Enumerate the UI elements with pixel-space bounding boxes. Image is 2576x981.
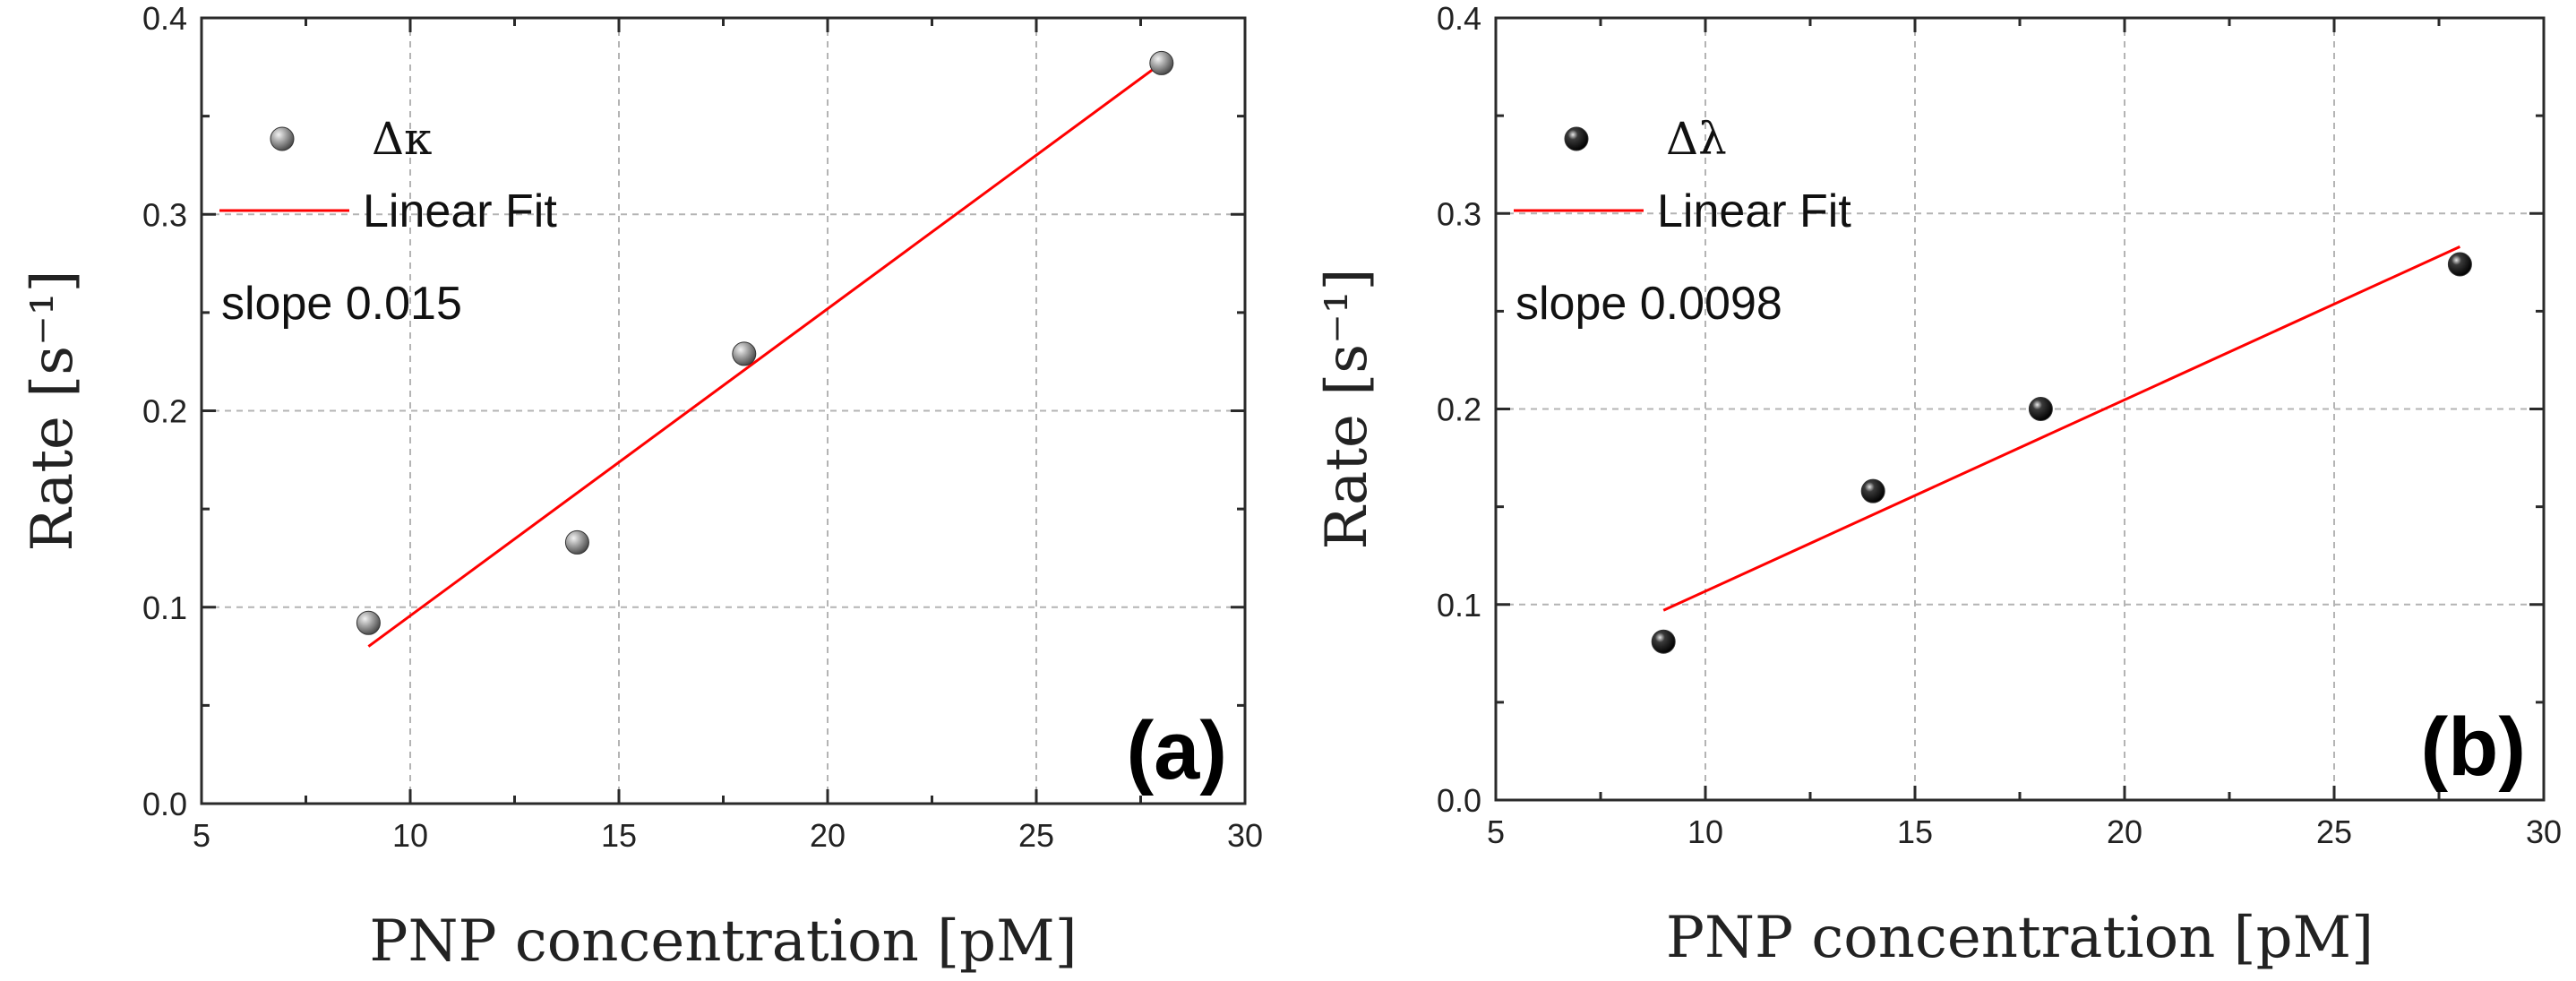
slope-annotation: slope 0.015 <box>221 278 462 330</box>
legend-marker-points <box>270 126 295 151</box>
data-point <box>1651 629 1676 654</box>
legend-marker-points <box>1564 126 1589 151</box>
panel-label: (b) <box>2421 701 2526 793</box>
data-point <box>732 341 757 366</box>
x-tick-label: 10 <box>392 817 428 854</box>
x-tick-label: 20 <box>2107 813 2142 850</box>
data-point <box>1860 478 1885 503</box>
x-tick-label: 5 <box>193 817 210 854</box>
x-axis-title: PNP concentration [pM] <box>369 908 1077 975</box>
y-axis-title: Rate [s⁻¹] <box>20 271 86 552</box>
x-tick-label: 20 <box>810 817 846 854</box>
y-tick-label: 0.2 <box>1437 392 1481 428</box>
legend: Δκ Linear Fit <box>219 113 557 237</box>
y-tick-label: 0.3 <box>1437 195 1481 232</box>
x-tick-label: 25 <box>2316 813 2352 850</box>
x-tick-label: 5 <box>1487 813 1505 850</box>
y-axis-title: Rate [s⁻¹] <box>1314 269 1380 550</box>
data-point <box>564 529 589 555</box>
y-tick-label: 0.1 <box>142 589 187 626</box>
x-axis-title: PNP concentration [pM] <box>1666 905 2374 971</box>
data-point <box>356 610 381 635</box>
data-point <box>2447 252 2472 277</box>
x-tick-label: 10 <box>1687 813 1723 850</box>
y-tick-label: 0.0 <box>1437 782 1481 819</box>
legend-label-fit: Linear Fit <box>1657 185 1851 237</box>
slope-annotation: slope 0.0098 <box>1516 278 1782 330</box>
y-tick-label: 0.0 <box>142 786 187 822</box>
data-point <box>2028 397 2053 421</box>
legend: Δλ Linear Fit <box>1514 113 1851 237</box>
legend-label-points: Δκ <box>372 113 432 165</box>
x-tick-label: 25 <box>1018 817 1054 854</box>
legend-label-fit: Linear Fit <box>363 185 557 237</box>
x-tick-label: 15 <box>1897 813 1933 850</box>
panel-label: (a) <box>1127 705 1227 796</box>
data-point <box>1149 50 1174 75</box>
y-tick-label: 0.4 <box>142 0 187 37</box>
y-tick-label: 0.4 <box>1437 0 1481 37</box>
chart-panel-a: 5 10 15 20 25 30 0.0 0.1 0.2 0.3 0.4 Δκ Linear Fit… <box>20 0 1263 975</box>
y-tick-label: 0.2 <box>142 393 187 430</box>
chart-panel-b: 5 10 15 20 25 30 0.0 0.1 0.2 0.3 0.4 Δλ Linear Fit… <box>1314 0 2562 971</box>
x-tick-label: 30 <box>2526 813 2562 850</box>
x-tick-label: 30 <box>1227 817 1263 854</box>
linear-fit-line <box>367 62 1163 648</box>
y-tick-label: 0.1 <box>1437 587 1481 624</box>
linear-fit-line <box>1662 245 2461 612</box>
y-tick-label: 0.3 <box>142 196 187 233</box>
legend-label-points: Δλ <box>1666 113 1727 165</box>
x-tick-label: 15 <box>601 817 637 854</box>
